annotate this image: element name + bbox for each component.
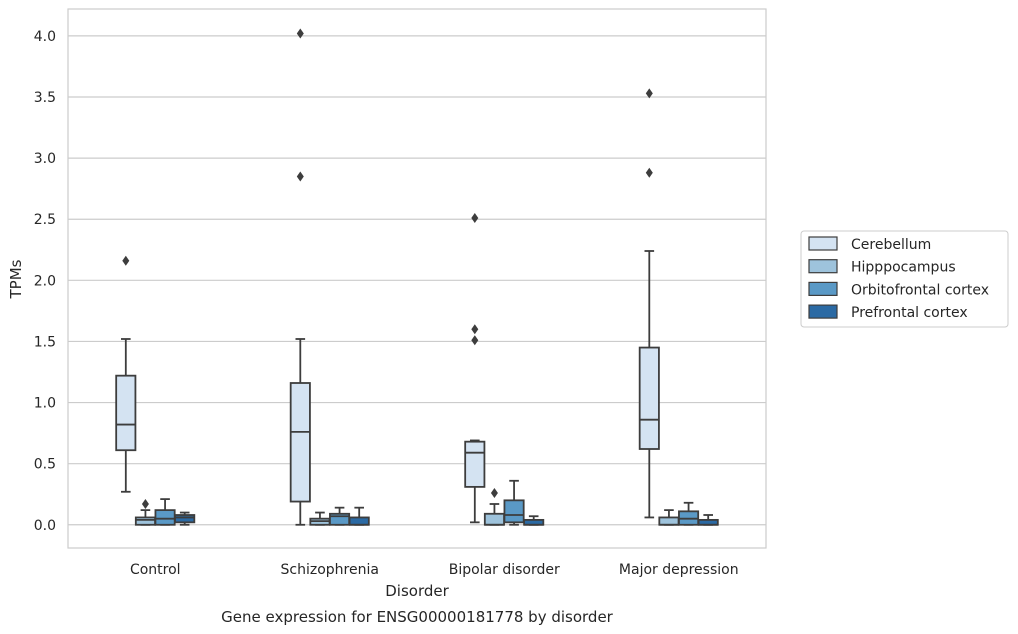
outlier-point — [645, 88, 653, 99]
legend-label: Cerebellum — [851, 237, 931, 253]
box-orbitofrontal-cortex — [154, 498, 176, 526]
box-cerebellum — [115, 255, 137, 493]
legend-swatch — [808, 236, 838, 251]
legend-label: Prefrontal cortex — [851, 305, 968, 321]
y-tick-label: 0.0 — [34, 518, 56, 534]
legend-frame — [800, 230, 1009, 328]
y-axis-title: TPMs — [7, 259, 25, 299]
legend-swatch — [808, 281, 838, 296]
box-iqr — [174, 514, 196, 524]
legend: Cerebellum Hipppocampus Orbitofrontal cort… — [800, 230, 1009, 328]
x-tick-label: Bipolar disorder — [449, 562, 560, 578]
legend-swatch — [808, 304, 838, 319]
chart-caption: Gene expression for ENSG00000181778 by d… — [221, 608, 614, 626]
y-tick-label: 4.0 — [34, 29, 56, 45]
box-orbitofrontal-cortex — [329, 506, 351, 526]
x-axis-title: Disorder — [385, 582, 449, 600]
legend-label: Hipppocampus — [851, 260, 956, 276]
box-orbitofrontal-cortex — [678, 501, 700, 526]
box-hipppocampus — [134, 499, 156, 526]
y-tick-label: 0.5 — [34, 457, 56, 473]
grid-lines — [68, 35, 766, 526]
box-prefrontal-cortex — [174, 511, 196, 526]
box-iqr — [503, 499, 525, 524]
box-hipppocampus — [309, 511, 331, 526]
x-tick-label: Control — [130, 562, 181, 578]
legend-label: Orbitofrontal cortex — [851, 282, 989, 298]
y-tick-labels: 0.0 0.5 1.0 1.5 2.0 2.5 3.0 3.5 4.0 — [34, 29, 56, 534]
box-iqr — [348, 516, 370, 526]
outlier-point — [471, 213, 479, 223]
y-tick-label: 2.0 — [34, 273, 56, 289]
x-tick-label: Schizophrenia — [281, 562, 379, 578]
legend-swatch — [808, 259, 838, 274]
box-prefrontal-cortex — [348, 506, 370, 526]
y-tick-label: 1.0 — [34, 396, 56, 412]
box-iqr — [638, 346, 660, 450]
box-hipppocampus — [483, 488, 505, 526]
outlier-point — [471, 324, 479, 335]
y-tick-label: 3.5 — [34, 90, 56, 106]
box-cerebellum — [289, 28, 311, 526]
box-iqr — [289, 382, 311, 503]
outlier-point — [296, 28, 304, 39]
box-plots — [115, 28, 719, 526]
plot-frame — [67, 8, 767, 549]
outlier-point — [471, 335, 479, 346]
outlier-point — [645, 167, 653, 178]
outlier-point — [122, 255, 130, 266]
y-tick-label: 2.5 — [34, 212, 56, 228]
box-iqr — [134, 516, 156, 526]
box-orbitofrontal-cortex — [503, 479, 525, 526]
outlier-point — [296, 171, 304, 182]
x-tick-labels: Control Schizophrenia Bipolar disorder Majo… — [130, 562, 739, 578]
box-prefrontal-cortex — [697, 514, 719, 526]
box-iqr — [658, 516, 680, 526]
x-tick-label: Major depression — [619, 562, 739, 578]
box-iqr — [464, 440, 486, 488]
y-tick-label: 1.5 — [34, 334, 56, 350]
box-iqr — [154, 509, 176, 526]
box-iqr — [115, 374, 137, 452]
box-cerebellum — [638, 88, 660, 519]
outlier-point — [141, 499, 149, 509]
box-iqr — [483, 512, 505, 526]
box-hipppocampus — [658, 509, 680, 526]
box-prefrontal-cortex — [523, 515, 545, 526]
box-cerebellum — [464, 213, 486, 524]
y-tick-label: 3.0 — [34, 151, 56, 167]
outlier-point — [490, 488, 498, 498]
